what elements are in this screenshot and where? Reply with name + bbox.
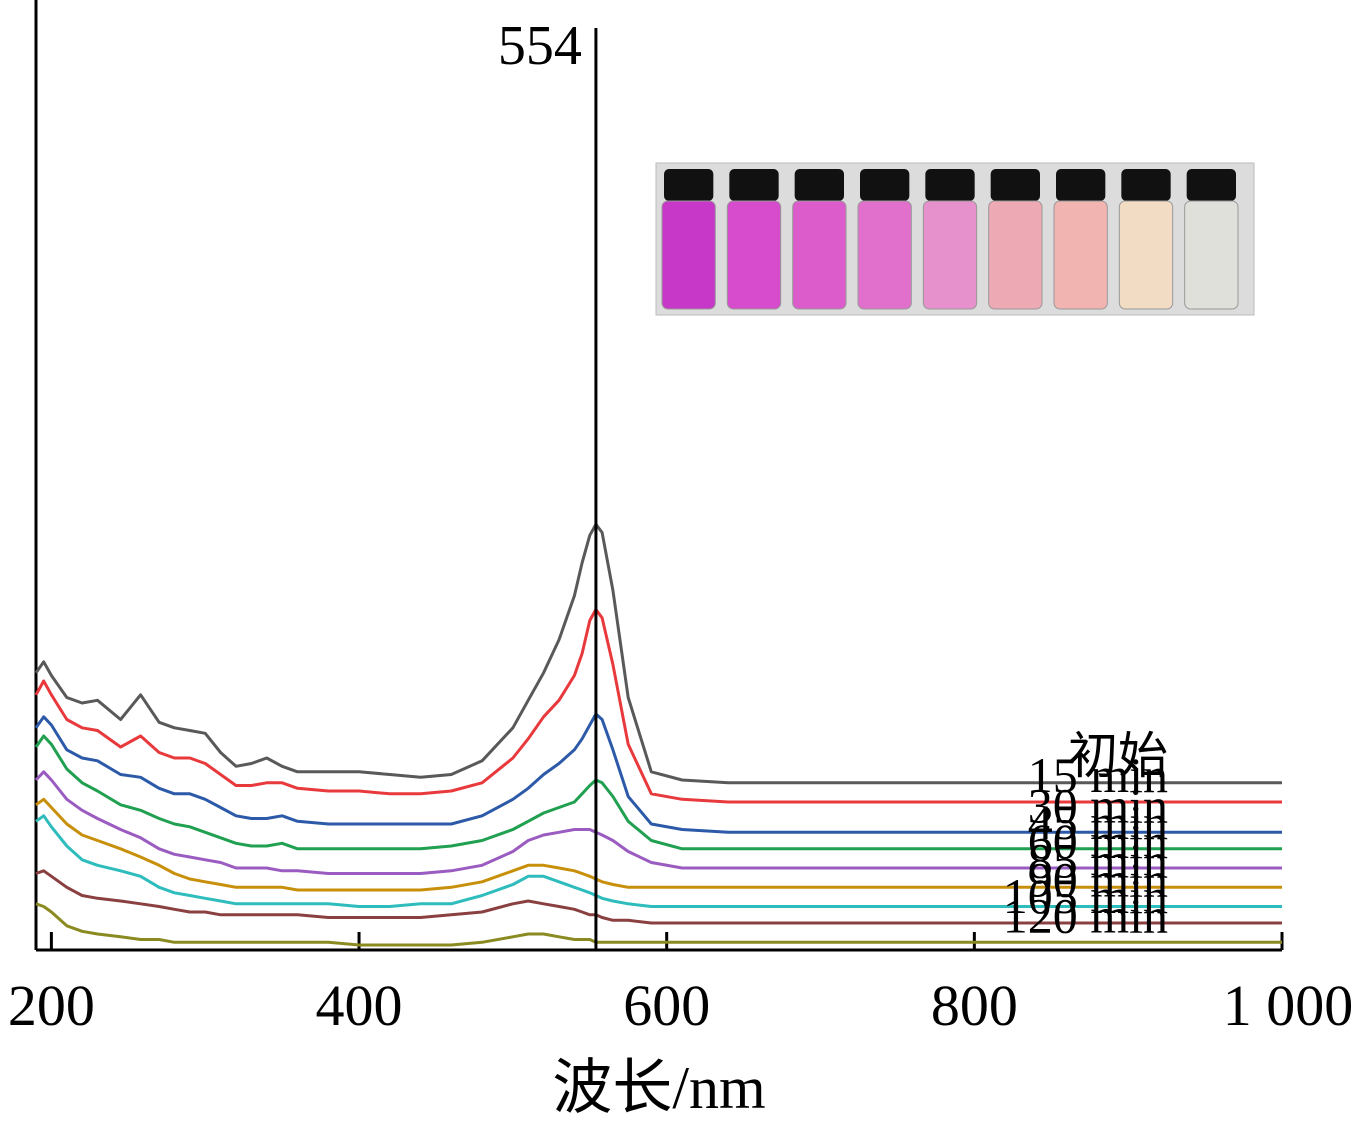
vials-inset-photo bbox=[655, 162, 1255, 316]
vial-body bbox=[726, 200, 782, 310]
x-tick-label: 400 bbox=[316, 973, 403, 1038]
series-line bbox=[35, 902, 1282, 947]
x-axis-ticks: 200 400 600 800 1 000 bbox=[8, 932, 1353, 1038]
vial-cap bbox=[664, 169, 714, 201]
vial-cap bbox=[925, 169, 975, 201]
x-tick-label: 1 000 bbox=[1223, 973, 1354, 1038]
x-tick-label: 200 bbox=[8, 973, 95, 1038]
vial-body bbox=[922, 200, 978, 310]
vial-body bbox=[988, 200, 1043, 310]
series-label: 120 min bbox=[1003, 887, 1168, 943]
vial-body bbox=[661, 200, 716, 310]
peak-annotation-label: 554 bbox=[498, 15, 582, 77]
series-line bbox=[34, 770, 1282, 875]
x-tick-label: 600 bbox=[623, 973, 710, 1038]
vial-body bbox=[1184, 200, 1239, 310]
x-axis-title: 波长/nm bbox=[552, 1055, 765, 1121]
series-label: 105 min bbox=[1003, 868, 1168, 924]
vial-cap bbox=[1056, 169, 1106, 201]
vial-cap bbox=[794, 169, 844, 201]
vial-body bbox=[792, 200, 847, 310]
series-label: 60 min bbox=[1028, 813, 1168, 869]
series-lines bbox=[34, 522, 1282, 947]
vial-cap bbox=[860, 169, 910, 201]
series-line bbox=[34, 522, 1282, 785]
vial-body bbox=[1053, 200, 1108, 310]
vial-cap bbox=[1121, 169, 1171, 201]
vial-cap bbox=[1186, 169, 1236, 201]
series-label: 15 min bbox=[1028, 747, 1168, 803]
series-line bbox=[35, 797, 1282, 892]
vial-body bbox=[1118, 200, 1174, 310]
series-line bbox=[35, 869, 1282, 925]
series-label: 85 min bbox=[1028, 832, 1168, 888]
series-line bbox=[35, 814, 1282, 908]
series-line bbox=[34, 712, 1282, 834]
series-line bbox=[34, 608, 1282, 804]
series-line bbox=[34, 734, 1282, 851]
series-label: 初始 bbox=[1068, 728, 1168, 784]
vial-cap bbox=[729, 169, 779, 201]
vial-body bbox=[857, 200, 912, 310]
series-label: 90 min bbox=[1028, 852, 1168, 908]
series-label: 45 min bbox=[1028, 794, 1168, 850]
vial-cap bbox=[990, 169, 1040, 201]
series-label: 30 min bbox=[1028, 777, 1168, 833]
x-tick-label: 800 bbox=[931, 973, 1018, 1038]
